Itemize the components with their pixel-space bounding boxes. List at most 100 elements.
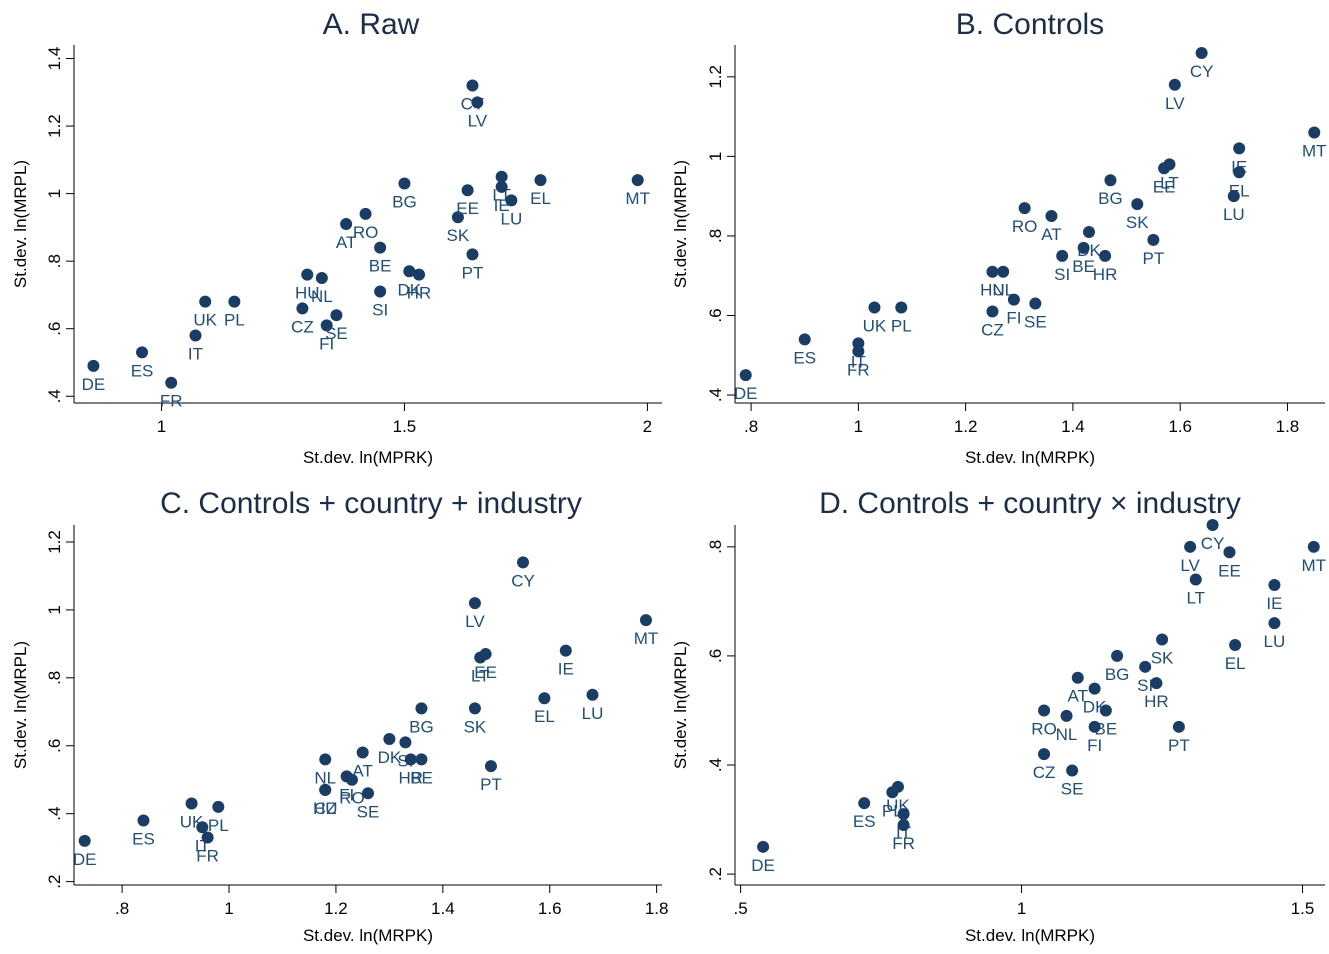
point-label: BG: [1098, 189, 1123, 208]
point-label: EE: [456, 199, 479, 218]
data-point: [345, 773, 358, 786]
y-axis-title: St.dev. ln(MRPL): [11, 641, 30, 769]
data-point: [1131, 198, 1144, 211]
data-point: [196, 821, 209, 834]
point-label: LT: [471, 666, 490, 685]
point-label: DK: [397, 280, 421, 299]
point-label: DE: [751, 856, 775, 875]
data-point: [1083, 225, 1095, 238]
y-tick-label: 1: [45, 189, 64, 198]
data-point: [415, 753, 428, 766]
point-label: MT: [625, 189, 650, 208]
point-label: FR: [892, 834, 915, 853]
data-point: [1077, 241, 1090, 254]
point-label: LU: [582, 704, 604, 723]
data-point: [1071, 671, 1084, 684]
point-label: SE: [325, 324, 348, 343]
y-axis-title: St.dev. ln(MRPL): [11, 160, 30, 288]
point-label: HR: [398, 768, 423, 787]
point-label: FR: [160, 392, 183, 411]
data-point: [296, 302, 309, 315]
x-axis-title: St.dev. ln(MPRK): [303, 448, 433, 467]
data-point: [1088, 682, 1101, 695]
data-point: [1268, 579, 1281, 591]
data-point: [495, 170, 508, 183]
point-label: MT: [1302, 142, 1327, 161]
data-point: [534, 174, 547, 187]
point-label: IT: [851, 352, 866, 371]
point-label: FI: [339, 785, 354, 804]
point-label: LV: [1165, 94, 1185, 113]
data-point: [891, 780, 904, 793]
data-point: [852, 337, 865, 350]
point-label: PT: [480, 775, 502, 794]
point-label: FI: [1087, 736, 1102, 755]
point-label: AT: [336, 233, 356, 252]
point-label: IE: [1266, 594, 1282, 613]
point-label: IE: [558, 660, 574, 679]
point-label: SK: [1126, 213, 1149, 232]
data-point: [1060, 709, 1073, 722]
data-point: [1045, 210, 1058, 223]
data-point: [798, 333, 811, 346]
point-label: BG: [392, 192, 417, 211]
data-point: [757, 840, 770, 853]
y-tick-label: .2: [706, 867, 725, 881]
point-label: BE: [369, 257, 392, 276]
data-point: [517, 556, 530, 569]
data-point: [1229, 639, 1242, 651]
data-point: [868, 301, 881, 314]
point-label: HR: [1144, 692, 1169, 711]
x-axis-title: St.dev. ln(MRPK): [965, 926, 1095, 945]
y-tick-label: .6: [706, 649, 725, 663]
point-label: SK: [464, 717, 487, 736]
data-point: [199, 295, 212, 308]
point-label: DE: [73, 850, 97, 869]
y-tick-label: 1: [706, 152, 725, 161]
panel-title: C. Controls + country + industry: [160, 487, 582, 520]
x-tick-label: 1.5: [393, 417, 417, 436]
point-label: HU: [980, 281, 1005, 300]
x-tick-label: 1.4: [431, 899, 455, 918]
point-label: RO: [1012, 217, 1038, 236]
data-point: [468, 702, 481, 715]
point-label: HU: [295, 284, 320, 303]
point-label: EL: [530, 189, 551, 208]
data-point: [897, 808, 910, 821]
data-point: [320, 319, 333, 332]
point-label: FI: [319, 334, 334, 353]
point-label: SI: [372, 301, 388, 320]
x-axis-title: St.dev. ln(MRPK): [965, 448, 1095, 467]
point-label: FR: [847, 360, 870, 379]
point-label: FI: [1006, 309, 1021, 328]
data-point: [1184, 540, 1197, 553]
data-point: [1227, 190, 1240, 203]
point-label: SE: [1024, 313, 1047, 332]
data-point: [319, 783, 332, 796]
data-point: [538, 692, 551, 705]
data-point: [1099, 249, 1112, 262]
x-tick-label: 1.8: [1276, 417, 1300, 436]
y-tick-label: .8: [45, 254, 64, 268]
x-tick-label: 1.4: [1061, 417, 1085, 436]
data-point: [359, 207, 372, 220]
data-point: [479, 648, 492, 661]
data-point: [495, 180, 508, 193]
data-point: [330, 309, 343, 322]
data-point: [1038, 748, 1051, 761]
y-tick-label: .4: [45, 807, 64, 821]
x-tick-label: 1: [224, 899, 233, 918]
point-label: LT: [1160, 173, 1179, 192]
point-label: NL: [992, 281, 1014, 300]
point-label: LV: [465, 612, 485, 631]
data-point: [87, 359, 100, 372]
data-point: [895, 301, 908, 314]
data-point: [374, 241, 387, 254]
y-tick-label: 1: [45, 605, 64, 614]
data-point: [466, 248, 479, 261]
x-tick-label: 1.6: [1168, 417, 1192, 436]
y-tick-label: .6: [45, 322, 64, 336]
point-label: EE: [1218, 561, 1241, 580]
point-label: BE: [1072, 257, 1095, 276]
data-point: [398, 177, 411, 190]
